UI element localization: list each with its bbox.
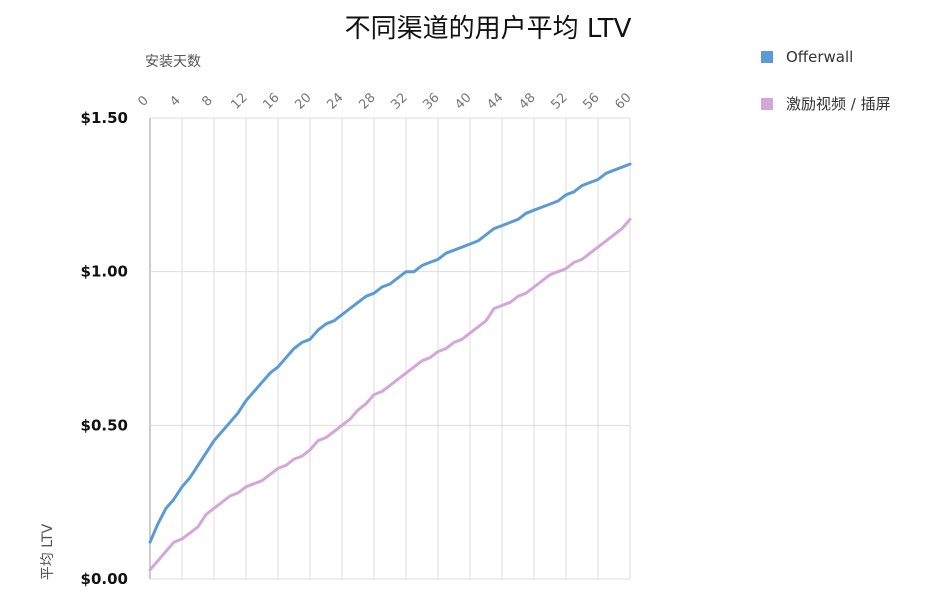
y-tick-label: $0.00: [81, 570, 128, 588]
x-tick-label: 56: [580, 90, 602, 112]
x-tick-label: 32: [388, 90, 410, 112]
x-tick-label: 12: [228, 90, 250, 112]
x-tick-label: 20: [292, 90, 314, 112]
legend-swatch: [761, 51, 773, 63]
legend: Offerwall 激励视频 / 插屏: [761, 48, 891, 113]
series-line-2: [148, 217, 632, 572]
x-tick-label: 52: [548, 90, 570, 112]
y-tick-label: $0.50: [81, 416, 128, 434]
x-tick-label: 16: [260, 90, 282, 112]
y-axis-title: 平均 LTV: [40, 523, 56, 580]
legend-label: 激励视频 / 插屏: [786, 95, 891, 113]
series-line-1: [148, 162, 632, 544]
y-tick-label: $1.00: [81, 263, 128, 281]
x-tick-label: 8: [199, 93, 215, 109]
y-tick-labels: $0.00 $0.50 $1.00 $1.50: [81, 109, 128, 588]
x-tick-label: 60: [612, 90, 634, 112]
grid-lines: [149, 117, 631, 580]
x-tick-label: 0: [135, 93, 151, 109]
y-tick-label: $1.50: [81, 109, 128, 127]
x-axis-title: 安装天数: [145, 54, 201, 70]
series-lines: [148, 162, 632, 572]
x-tick-label: 4: [167, 93, 183, 109]
x-tick-label: 44: [484, 90, 506, 112]
x-tick-label: 40: [452, 90, 474, 112]
legend-label: Offerwall: [786, 48, 853, 66]
x-tick-labels: 0 4 8 12 16 20 24 28 32 36 40 44 48 52 56 60: [135, 90, 634, 112]
chart-title: 不同渠道的用户平均 LTV: [345, 14, 632, 44]
x-tick-label: 28: [356, 90, 378, 112]
x-tick-label: 36: [420, 90, 442, 112]
legend-swatch: [761, 98, 773, 110]
x-tick-label: 24: [324, 90, 346, 112]
x-tick-label: 48: [516, 90, 538, 112]
